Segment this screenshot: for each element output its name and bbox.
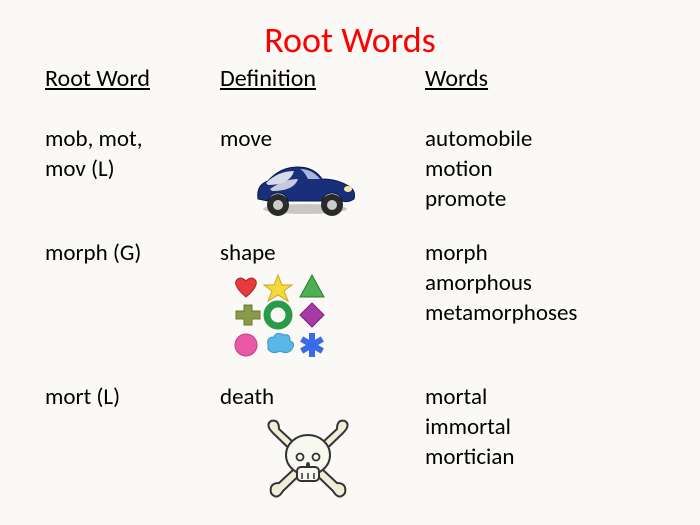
car-icon — [250, 157, 360, 217]
definition-cell: move — [220, 125, 425, 217]
word-item: metamorphoses — [425, 299, 655, 329]
root-text: morph (G) — [45, 239, 141, 267]
root-text: mob, mot, mov (L) — [45, 125, 142, 183]
definition-text: move — [220, 125, 272, 153]
word-item: automobile — [425, 125, 655, 155]
root-cell: morph (G) — [45, 239, 220, 269]
definition-cell: shape — [220, 239, 425, 361]
word-item: immortal — [425, 413, 655, 443]
words-cell: automobile motion promote — [425, 125, 655, 215]
word-item: mortician — [425, 443, 655, 473]
root-cell: mob, mot, mov (L) — [45, 125, 220, 185]
shapes-icon — [230, 271, 330, 361]
table-row: mob, mot, mov (L) move automobile motion… — [45, 125, 655, 217]
word-item: promote — [425, 185, 655, 215]
word-item: mortal — [425, 383, 655, 413]
skull-icon — [253, 415, 363, 505]
table-header: Root Word Definition Words — [45, 64, 655, 93]
table-row: morph (G) shape — [45, 239, 655, 361]
root-cell: mort (L) — [45, 383, 220, 413]
words-cell: morph amorphous metamorphoses — [425, 239, 655, 329]
definition-text: death — [220, 383, 274, 411]
word-item: motion — [425, 155, 655, 185]
header-words: Words — [425, 64, 655, 93]
definition-cell: death — [220, 383, 425, 505]
words-cell: mortal immortal mortician — [425, 383, 655, 473]
page-title: Root Words — [45, 18, 655, 62]
header-definition: Definition — [220, 64, 425, 93]
root-text: mort (L) — [45, 383, 120, 411]
word-item: amorphous — [425, 269, 655, 299]
table-row: mort (L) death — [45, 383, 655, 505]
definition-text: shape — [220, 239, 276, 267]
header-root: Root Word — [45, 64, 220, 93]
word-item: morph — [425, 239, 655, 269]
